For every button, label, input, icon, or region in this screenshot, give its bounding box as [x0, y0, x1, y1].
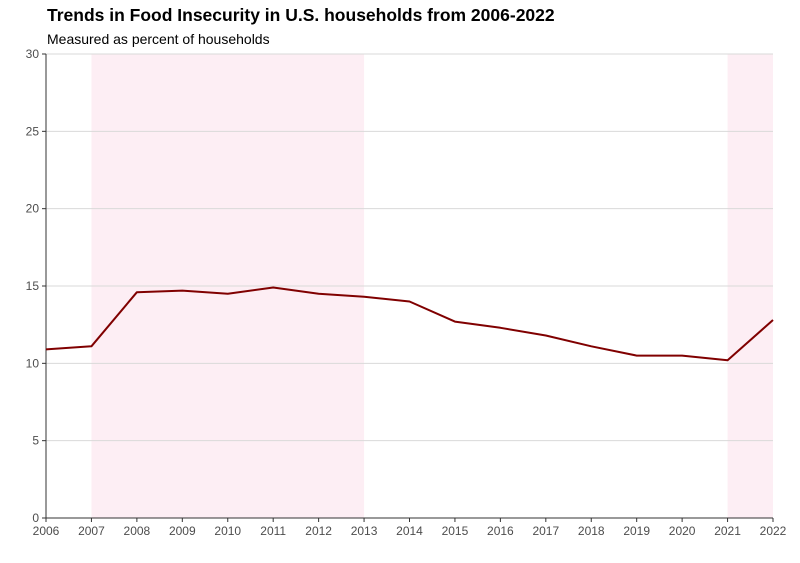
x-tick-label-2015: 2015	[442, 524, 469, 538]
x-tick-label-2009: 2009	[169, 524, 196, 538]
x-tick-label-2007: 2007	[78, 524, 105, 538]
y-tick-label-25: 25	[26, 124, 40, 138]
x-tick-label-2008: 2008	[124, 524, 151, 538]
x-tick-label-2019: 2019	[623, 524, 650, 538]
y-tick-label-15: 15	[26, 279, 40, 293]
chart-subtitle: Measured as percent of households	[47, 31, 270, 47]
x-tick-label-2006: 2006	[33, 524, 60, 538]
x-tick-label-2021: 2021	[714, 524, 741, 538]
x-tick-label-2017: 2017	[532, 524, 559, 538]
y-tick-label-30: 30	[26, 47, 40, 61]
chart-title: Trends in Food Insecurity in U.S. househ…	[47, 5, 555, 25]
x-tick-label-2013: 2013	[351, 524, 378, 538]
x-tick-label-2018: 2018	[578, 524, 605, 538]
x-tick-label-2020: 2020	[669, 524, 696, 538]
x-tick-label-2022: 2022	[760, 524, 787, 538]
x-tick-label-2016: 2016	[487, 524, 514, 538]
series-line-food-insecurity	[45, 286, 774, 362]
y-tick-label-20: 20	[26, 202, 40, 216]
y-tick-label-10: 10	[26, 356, 40, 370]
x-tick-label-2011: 2011	[260, 524, 286, 538]
x-tick-label-2010: 2010	[214, 524, 241, 538]
y-tick-label-0: 0	[32, 511, 39, 525]
y-tick-label-5: 5	[32, 434, 39, 448]
x-tick-label-2012: 2012	[305, 524, 332, 538]
x-tick-label-2014: 2014	[396, 524, 423, 538]
